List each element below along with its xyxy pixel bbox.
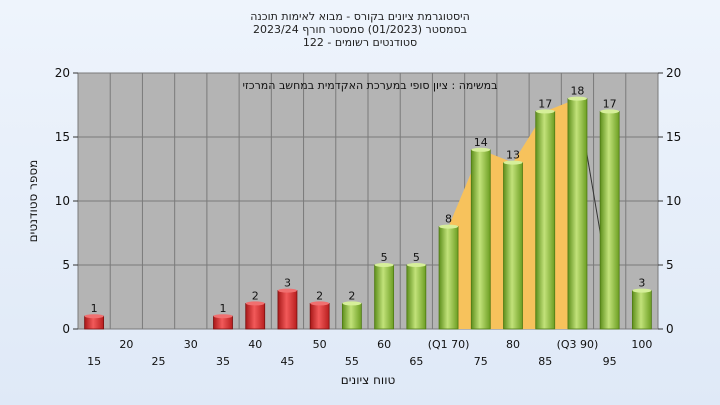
data-label: 14 <box>474 136 488 149</box>
bar-cap <box>632 288 652 293</box>
bar-cap <box>213 314 233 319</box>
x-tick-label: 85 <box>538 355 552 368</box>
y-tick-label-left: 15 <box>55 130 70 144</box>
x-tick-label: 30 <box>184 338 198 351</box>
bar-85 <box>535 111 556 330</box>
bar-65 <box>406 264 427 330</box>
data-label: 3 <box>638 277 645 290</box>
x-axis-ticks: 15 20 25 30 35 40 45 50 55 60 65 (Q1 70) 75 80 85 (Q3 9… <box>87 338 652 368</box>
bars <box>84 96 652 330</box>
data-labels: 1 1 2 3 2 2 5 5 8 14 13 17 18 17 3 <box>91 85 646 316</box>
x-tick-label: 55 <box>345 355 359 368</box>
bar-cap <box>277 288 297 293</box>
data-label: 17 <box>603 97 617 110</box>
x-tick-label: 60 <box>377 338 391 351</box>
y-axis-right-ticks: 0 5 10 15 20 <box>658 66 681 336</box>
bar-Q390 <box>567 98 588 330</box>
data-label: 3 <box>284 277 291 290</box>
bar-cap <box>406 263 426 267</box>
data-label: 2 <box>348 289 355 302</box>
x-tick-label: 75 <box>474 355 488 368</box>
x-tick-label: 15 <box>87 355 101 368</box>
x-tick-label: 95 <box>603 355 617 368</box>
bar-cap <box>245 301 265 306</box>
chart-annotation: במשימה : ציון סופי במערכת האקדמית במחשב … <box>243 79 498 92</box>
bar-cap <box>439 224 459 229</box>
chart-title-line-1: היסטוגרמת ציונים בקורס - מבוא לאימות תוכ… <box>250 10 470 23</box>
y-tick-label-right: 0 <box>666 322 674 336</box>
bar-cap <box>535 109 555 114</box>
x-tick-label: 100 <box>631 338 652 351</box>
bar-100 <box>631 290 652 330</box>
x-tick-label: 40 <box>248 338 262 351</box>
x-axis-label: טווח ציונים <box>341 373 396 387</box>
y-tick-label-right: 10 <box>666 194 681 208</box>
chart-title-line-3: סטודנטים רשומים - 122 <box>303 36 417 49</box>
data-label: 1 <box>220 302 227 315</box>
data-label: 17 <box>538 97 552 110</box>
data-label: 5 <box>413 251 420 264</box>
x-tick-label: 35 <box>216 355 230 368</box>
x-tick-label: 50 <box>313 338 327 351</box>
y-tick-label-right: 5 <box>666 258 674 272</box>
x-tick-label: 65 <box>409 355 423 368</box>
data-label: 2 <box>316 289 323 302</box>
x-tick-label: 25 <box>152 355 166 368</box>
data-label: 1 <box>91 302 98 315</box>
bar-60 <box>374 264 395 330</box>
bar-cap <box>342 301 362 306</box>
bar-45 <box>277 290 298 330</box>
bar-80 <box>503 162 523 330</box>
y-axis-left-ticks: 0 5 10 15 20 <box>55 66 78 336</box>
x-tick-label: 20 <box>119 338 133 351</box>
bar-cap <box>310 301 330 306</box>
bar-cap <box>567 96 587 101</box>
data-label: 18 <box>570 85 584 98</box>
bar-55 <box>341 302 362 330</box>
bar-cap <box>503 160 523 165</box>
x-tick-label: 80 <box>506 338 520 351</box>
bar-50 <box>309 302 330 330</box>
bar-75 <box>470 149 491 330</box>
y-tick-label-left: 10 <box>55 194 70 208</box>
bar-cap <box>374 263 394 267</box>
y-axis-label: מספר סטודנטים <box>26 160 40 243</box>
bar-Q170 <box>438 226 459 330</box>
bar-cap <box>84 314 104 319</box>
x-tick-label: (Q3 90) <box>557 338 599 351</box>
chart-title-line-2: בסמסטר (01/2023) סמסטר חורף 2023/24 <box>253 23 467 36</box>
y-tick-label-left: 20 <box>55 66 70 80</box>
y-tick-label-left: 5 <box>62 258 70 272</box>
data-label: 8 <box>445 213 452 226</box>
bar-cap <box>600 109 620 114</box>
data-label: 13 <box>506 149 520 162</box>
bar-95 <box>599 111 620 330</box>
data-label: 2 <box>252 289 259 302</box>
y-tick-label-right: 20 <box>666 66 681 80</box>
data-label: 5 <box>381 251 388 264</box>
bar-cap <box>471 147 491 152</box>
bar-40 <box>245 302 266 330</box>
y-tick-label-right: 15 <box>666 130 681 144</box>
x-tick-label: (Q1 70) <box>428 338 470 351</box>
y-tick-label-left: 0 <box>62 322 70 336</box>
x-tick-label: 45 <box>280 355 294 368</box>
